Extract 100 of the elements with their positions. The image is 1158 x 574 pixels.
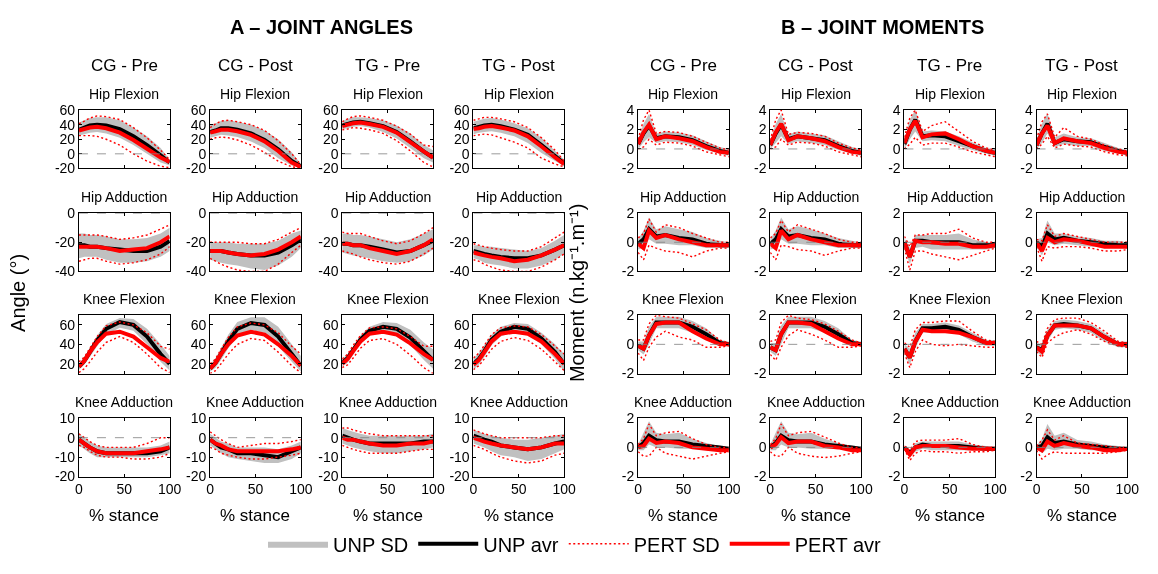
x-tick-label: 100 xyxy=(289,481,313,498)
chart-subtitle: Hip Flexion xyxy=(220,86,291,102)
chart-title: Hip Adduction xyxy=(640,189,727,205)
y-tick-label: 0 xyxy=(461,429,470,446)
chart-title: Knee Flexion xyxy=(214,291,296,307)
y-tick-label: -20 xyxy=(449,160,470,177)
y-tick-label: 20 xyxy=(322,355,339,372)
y-tick-label: 0 xyxy=(67,145,76,162)
chart-title: Knee Flexion xyxy=(478,291,560,307)
y-tick-label: 2 xyxy=(892,205,901,222)
x-tick-label: 100 xyxy=(421,481,445,498)
chart-title: Knee Flexion xyxy=(347,291,429,307)
chart-subtitle: Hip Flexion xyxy=(1047,86,1118,102)
text: A – JOINT ANGLES xyxy=(230,16,413,38)
chart-title: CG - Pre xyxy=(91,56,159,75)
y-tick-label: 0 xyxy=(758,336,767,353)
y-tick-label: 20 xyxy=(190,355,207,372)
y-tick-label: 0 xyxy=(330,205,339,222)
y-tick-label: -2 xyxy=(621,365,635,382)
y-tick-label: -2 xyxy=(1020,160,1033,177)
y-tick-label: 0 xyxy=(626,234,635,251)
y-tick-label: -20 xyxy=(318,468,339,485)
y-tick-label: 60 xyxy=(454,316,470,333)
x-tick-label: 50 xyxy=(941,481,958,498)
y-tick-label: 2 xyxy=(1024,410,1033,427)
chart-title: Knee Adduction xyxy=(767,394,866,410)
x-tick-label: 100 xyxy=(717,481,741,498)
y-tick-label: -2 xyxy=(888,160,901,177)
y-tick-label: -2 xyxy=(754,263,767,280)
chart-subtitle: Hip Flexion xyxy=(915,86,986,102)
legend-label: UNP avr xyxy=(483,533,559,556)
y-tick-label: -20 xyxy=(186,234,207,251)
y-tick-label: 40 xyxy=(454,336,470,353)
y-tick-label: -2 xyxy=(888,263,901,280)
y-tick-label: 10 xyxy=(454,410,470,427)
y-tick-label: 20 xyxy=(454,131,470,148)
y-tick-label: 0 xyxy=(1024,439,1033,456)
y-tick-label: 0 xyxy=(198,205,207,222)
y-tick-label: 0 xyxy=(198,429,207,446)
chart-title: Knee Flexion xyxy=(775,291,857,307)
x-tick-label: 50 xyxy=(247,481,264,498)
chart-title: Hip Adduction xyxy=(476,189,563,205)
chart-title: Hip Adduction xyxy=(773,189,860,205)
y-tick-label: 2 xyxy=(758,307,767,324)
y-axis-title: Moment (n.kg⁻¹.m⁻¹) xyxy=(566,203,589,383)
y-tick-label: 2 xyxy=(892,410,901,427)
y-tick-label: -2 xyxy=(888,365,901,382)
y-tick-label: 2 xyxy=(626,410,635,427)
y-tick-label: 2 xyxy=(892,307,901,324)
y-tick-label: 40 xyxy=(322,336,339,353)
y-tick-label: -10 xyxy=(54,449,76,466)
chart-title: Hip Adduction xyxy=(1039,189,1126,205)
x-tick-label: 100 xyxy=(552,481,577,498)
x-axis-title: % stance xyxy=(89,506,159,525)
y-tick-label: 2 xyxy=(626,307,635,324)
y-tick-label: -20 xyxy=(318,234,339,251)
y-tick-label: 0 xyxy=(67,429,76,446)
y-tick-label: 10 xyxy=(322,410,339,427)
chart-title: Knee Adduction xyxy=(634,394,733,410)
x-tick-label: 100 xyxy=(158,481,182,498)
y-tick-label: -2 xyxy=(754,365,767,382)
chart-title: TG - Post xyxy=(1045,56,1119,75)
y-tick-label: 60 xyxy=(59,101,76,118)
y-tick-label: 0 xyxy=(892,439,901,456)
x-tick-label: 100 xyxy=(983,481,1008,498)
y-tick-label: -2 xyxy=(754,468,767,485)
text: B – JOINT MOMENTS xyxy=(781,16,985,38)
x-tick-label: 100 xyxy=(1115,481,1140,498)
chart-title: Knee Flexion xyxy=(1041,291,1123,307)
x-axis-title: % stance xyxy=(220,506,290,525)
y-tick-label: 0 xyxy=(626,336,635,353)
x-axis-title: % stance xyxy=(648,506,718,525)
y-tick-label: -2 xyxy=(1020,365,1033,382)
x-axis-title: % stance xyxy=(484,506,554,525)
y-tick-label: 4 xyxy=(626,101,635,118)
y-tick-label: 0 xyxy=(461,145,470,162)
y-tick-label: 4 xyxy=(758,101,767,118)
y-tick-label: -2 xyxy=(888,468,901,485)
chart-title: Knee Flexion xyxy=(642,291,724,307)
y-tick-label: 20 xyxy=(190,131,207,148)
y-tick-label: 40 xyxy=(59,116,76,133)
chart-title: Hip Adduction xyxy=(212,189,299,205)
x-axis-title: % stance xyxy=(353,506,423,525)
chart-title: CG - Post xyxy=(778,56,853,75)
chart-title: Knee Adduction xyxy=(470,394,569,410)
y-tick-label: 60 xyxy=(322,316,339,333)
y-tick-label: 60 xyxy=(190,101,207,118)
x-tick-label: 50 xyxy=(116,481,133,498)
y-tick-label: 40 xyxy=(59,336,76,353)
chart-title: TG - Pre xyxy=(917,56,983,75)
legend-label: PERT avr xyxy=(794,533,882,556)
chart-title: Knee Flexion xyxy=(83,291,165,307)
y-tick-label: 10 xyxy=(59,410,76,427)
y-tick-label: 60 xyxy=(59,316,76,333)
y-tick-label: 0 xyxy=(626,439,635,456)
chart-title: TG - Pre xyxy=(355,56,421,75)
x-tick-label: 50 xyxy=(510,481,527,498)
y-tick-label: 2 xyxy=(758,205,767,222)
y-tick-label: 20 xyxy=(59,355,76,372)
y-tick-label: -20 xyxy=(318,160,339,177)
